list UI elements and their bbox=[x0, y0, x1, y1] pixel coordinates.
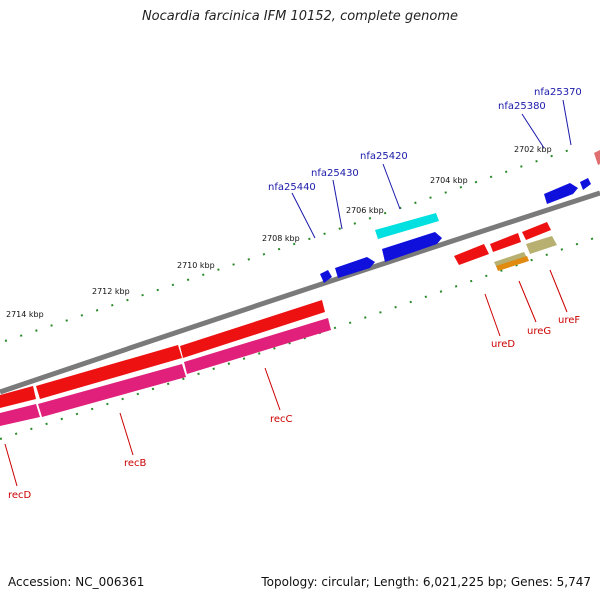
label-recD: recD bbox=[8, 490, 32, 501]
gene-arrow-nfa25380[interactable] bbox=[544, 183, 578, 204]
gene-arrow-nfa25420-b[interactable] bbox=[382, 232, 442, 262]
leader-recB bbox=[119, 412, 134, 456]
leader-ureF bbox=[549, 269, 568, 313]
label-nfa25380: nfa25380 bbox=[498, 101, 546, 112]
tick-label-2704: 2704 kbp bbox=[430, 176, 468, 185]
label-nfa25440: nfa25440 bbox=[268, 182, 316, 193]
leader-nfa25380 bbox=[521, 113, 545, 149]
tick-label-2714: 2714 kbp bbox=[6, 310, 44, 319]
leader-nfa25420 bbox=[382, 163, 401, 210]
label-recB: recB bbox=[124, 458, 147, 469]
gene-arrow-nfa25440[interactable] bbox=[320, 270, 332, 283]
gene-arrow-ureF[interactable] bbox=[526, 236, 557, 254]
label-nfa25420: nfa25420 bbox=[360, 151, 408, 162]
label-nfa25430: nfa25430 bbox=[311, 168, 359, 179]
gene-arrow-ureG-b[interactable] bbox=[496, 256, 529, 271]
gene-arrow-edge[interactable] bbox=[594, 150, 600, 165]
leader-nfa25440 bbox=[291, 192, 316, 239]
tick-labels: 2702 kbp 2704 kbp 2706 kbp 2708 kbp 2710… bbox=[6, 145, 552, 319]
gene-arrow-nfa25420[interactable] bbox=[375, 213, 439, 239]
tick-row-outer bbox=[4, 147, 576, 342]
tick-label-2710: 2710 kbp bbox=[177, 261, 215, 270]
gene-arrow-nfa25370[interactable] bbox=[580, 178, 591, 190]
gene-arrow-recB[interactable] bbox=[36, 345, 182, 399]
top-gene-labels: nfa25370 nfa25380 nfa25420 nfa25430 nfa2… bbox=[268, 87, 582, 193]
gene-arrow-nfa25430[interactable] bbox=[335, 257, 375, 278]
top-leader-lines bbox=[291, 99, 572, 239]
map-title: Nocardia farcinica IFM 10152, complete g… bbox=[141, 9, 459, 24]
gene-arrow-recC[interactable] bbox=[180, 300, 325, 358]
leader-recC bbox=[264, 367, 281, 411]
leader-ureG bbox=[518, 280, 537, 323]
label-ureD: ureD bbox=[491, 339, 515, 350]
gene-arrow-recC-b[interactable] bbox=[184, 318, 331, 374]
leader-ureD bbox=[484, 293, 501, 337]
bottom-leader-lines bbox=[4, 269, 568, 487]
leader-recD bbox=[4, 443, 18, 487]
gene-arrow-recD-b[interactable] bbox=[0, 404, 40, 426]
gene-arrow-recB-b[interactable] bbox=[38, 364, 186, 417]
label-ureF: ureF bbox=[558, 315, 580, 326]
reverse-strand-genes bbox=[0, 222, 557, 426]
genome-summary-text: Topology: circular; Length: 6,021,225 bp… bbox=[261, 575, 591, 589]
tick-label-2702: 2702 kbp bbox=[514, 145, 552, 154]
tick-label-2708: 2708 kbp bbox=[262, 234, 300, 243]
tick-label-2712: 2712 kbp bbox=[92, 287, 130, 296]
leader-nfa25430 bbox=[332, 179, 343, 230]
gene-arrow-ure-mid[interactable] bbox=[490, 233, 521, 252]
gene-arrow-ureD[interactable] bbox=[454, 244, 489, 265]
genome-backbone bbox=[0, 190, 600, 395]
bottom-gene-labels: ureF ureG ureD recC recB recD bbox=[8, 315, 580, 501]
forward-strand-genes bbox=[320, 150, 600, 283]
label-recC: recC bbox=[270, 414, 293, 425]
label-ureG: ureG bbox=[527, 326, 551, 337]
label-nfa25370: nfa25370 bbox=[534, 87, 582, 98]
accession-text: Accession: NC_006361 bbox=[8, 575, 145, 589]
tick-label-2706: 2706 kbp bbox=[346, 206, 384, 215]
leader-nfa25370 bbox=[562, 99, 572, 146]
gene-arrow-recD[interactable] bbox=[0, 386, 36, 408]
gene-arrow-ure-right[interactable] bbox=[522, 222, 551, 240]
